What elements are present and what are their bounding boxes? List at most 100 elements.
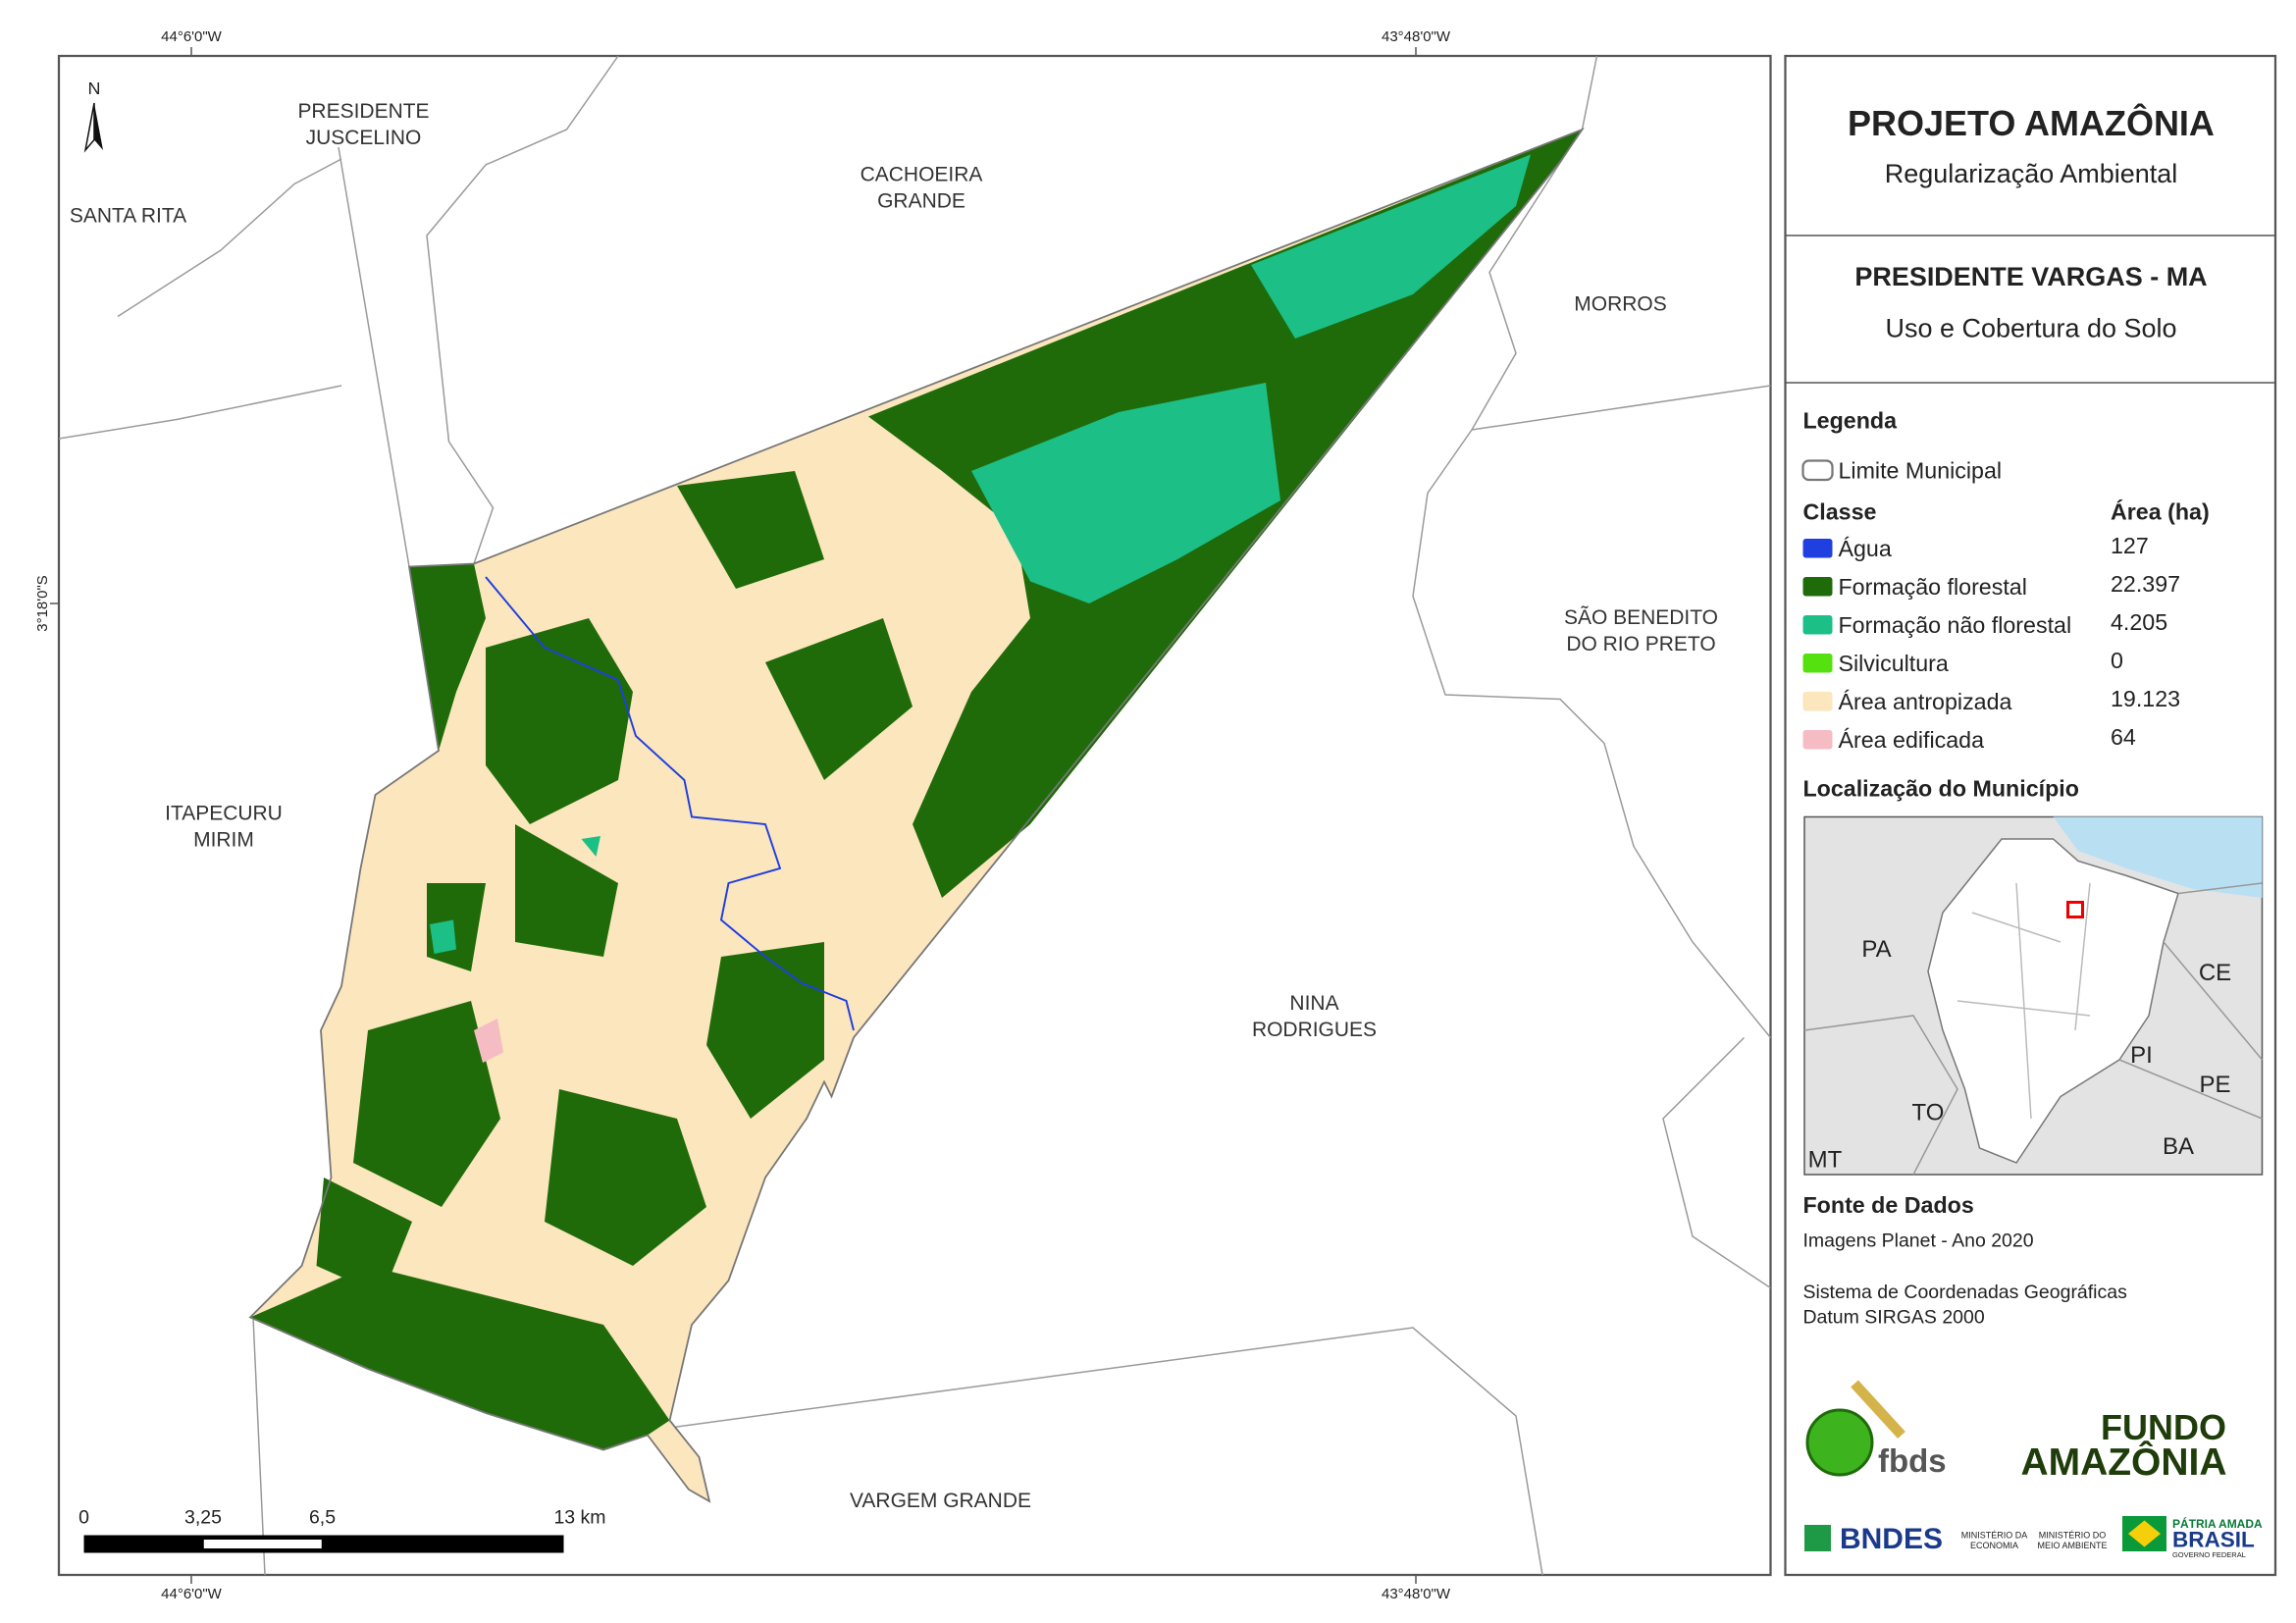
boundary-line <box>252 1317 266 1576</box>
legend-rows: Água 127 Formação florestal 22.397 Formação … <box>1802 533 2180 753</box>
logo-text: fbds <box>1878 1442 1947 1479</box>
formacao-florestal <box>677 470 825 589</box>
north-label: N <box>88 79 101 98</box>
boundary-line <box>117 158 342 318</box>
legend-label: Silvicultura <box>1838 651 1948 676</box>
neighbor-label: MORROS <box>1574 292 1666 315</box>
state-label: TO <box>1912 1099 1945 1126</box>
legend-area: 64 <box>2111 724 2136 750</box>
legend-header: Área (ha) <box>2111 497 2210 524</box>
logo-text: MINISTÉRIO DA <box>1961 1530 2027 1540</box>
source-line: Imagens Planet - Ano 2020 <box>1802 1230 2033 1251</box>
formacao-nao-florestal <box>430 919 457 954</box>
project-title: PROJETO AMAZÔNIA <box>1848 103 2215 143</box>
sources-title: Fonte de Dados <box>1802 1192 1973 1218</box>
legend-header: Classe <box>1802 498 1876 524</box>
boundary-line <box>338 146 410 567</box>
legend-label: Área edificada <box>1838 727 1984 753</box>
neighbor-label: CACHOEIRA <box>861 163 983 185</box>
neighbor-label: JUSCELINO <box>306 127 422 149</box>
scale-label: 3,25 <box>184 1506 222 1528</box>
logo-shape <box>2127 1520 2161 1547</box>
municipal-limit <box>248 128 1585 1503</box>
neighbor-label: SANTA RITA <box>70 204 186 227</box>
state-label: MT <box>1808 1146 1843 1173</box>
neighbor-label: ITAPECURU <box>165 802 283 824</box>
legend-area: 0 <box>2111 648 2123 673</box>
coord-label: 43°48'0"W <box>1382 1586 1451 1602</box>
logo-text: MINISTÉRIO DO <box>2039 1530 2106 1540</box>
state-label: PA <box>1861 936 1891 963</box>
logo-text: BNDES <box>1840 1523 1943 1555</box>
logo-shape <box>1851 1380 1905 1440</box>
logo-text: FUNDO <box>2101 1407 2226 1447</box>
formacao-florestal <box>706 941 825 1119</box>
inset-map: PA CE PI PE TO BA MT <box>1803 815 2264 1176</box>
location-title: Localização do Município <box>1802 775 2078 801</box>
boundary-swatch <box>1801 459 1834 482</box>
coord-label: 44°6'0"W <box>161 28 223 45</box>
map-subtitle: Uso e Cobertura do Solo <box>1885 313 2176 342</box>
boundary-line <box>669 1327 1543 1576</box>
logos: fbds FUNDO AMAZÔNIA BNDES MINISTÉRIO DA … <box>1803 1380 2263 1559</box>
state-label: PE <box>2199 1072 2230 1098</box>
map-area <box>57 54 1772 1577</box>
legend-swatch <box>1802 729 1833 750</box>
scale-label: 6,5 <box>309 1506 336 1528</box>
legend-area: 22.397 <box>2111 571 2180 597</box>
boundary-line <box>1581 55 1598 131</box>
location-marker <box>2065 900 2084 918</box>
formacao-florestal <box>250 1265 670 1450</box>
scale-bar: 0 3,25 6,5 13 km <box>78 1506 606 1553</box>
state-labels: PA CE PI PE TO BA MT <box>1808 936 2231 1173</box>
project-subtitle: Regularização Ambiental <box>1885 159 2178 188</box>
agua <box>485 576 855 1031</box>
map-title: PRESIDENTE VARGAS - MA <box>1854 262 2207 291</box>
state-label: BA <box>2163 1133 2194 1160</box>
legend-swatch <box>1802 538 1833 558</box>
coord-label: 3°18'0"S <box>34 575 51 632</box>
coord-label: 43°48'0"W <box>1382 28 1451 45</box>
logo-text: BRASIL <box>2172 1527 2255 1551</box>
neighbor-boundaries <box>58 55 1772 1576</box>
logo-text: GOVERNO FEDERAL <box>2172 1550 2246 1559</box>
neighbor-label: NINA <box>1289 992 1338 1015</box>
scale-segment <box>203 1539 322 1548</box>
logo-text: ECONOMIA <box>1970 1541 2018 1550</box>
neighbor-label: RODRIGUES <box>1252 1019 1377 1041</box>
legend-area: 127 <box>2111 533 2149 558</box>
legend-swatch <box>1802 653 1833 673</box>
logo-text: MEIO AMBIENTE <box>2038 1541 2108 1550</box>
neighbor-label: DO RIO PRETO <box>1566 633 1715 655</box>
legend-label: Formação florestal <box>1838 574 2026 600</box>
legend-label: Água <box>1838 536 1891 561</box>
ocean <box>2053 816 2263 898</box>
north-arrow <box>94 102 104 150</box>
scale-label: 0 <box>78 1506 89 1528</box>
side-panel: PROJETO AMAZÔNIA Regularização Ambiental… <box>1784 54 2277 1577</box>
neighbor-label: PRESIDENTE <box>297 100 429 123</box>
logo-shape <box>1803 1524 1831 1551</box>
formacao-nao-florestal <box>581 835 601 857</box>
legend-area: 19.123 <box>2111 686 2180 711</box>
scale-segment <box>83 1535 564 1553</box>
legend-label: Área antropizada <box>1838 689 2011 714</box>
neighbor-label: SÃO BENEDITO <box>1564 605 1718 629</box>
scale-label: 13 km <box>553 1506 605 1528</box>
formacao-florestal <box>409 563 487 751</box>
coord-label: 44°6'0"W <box>161 1586 223 1602</box>
formacao-florestal <box>515 823 619 957</box>
formacao-florestal <box>545 1088 707 1266</box>
state-label: PI <box>2130 1042 2153 1069</box>
neighbor-label: VARGEM GRANDE <box>850 1490 1031 1512</box>
area-edificada <box>474 1018 504 1063</box>
boundary-line <box>1662 1036 1771 1289</box>
legend-swatch <box>1802 576 1833 597</box>
legend-area: 4.205 <box>2111 609 2167 635</box>
legend-label: Formação não florestal <box>1838 612 2071 638</box>
panel-frame <box>1784 54 2277 1577</box>
legend-swatch <box>1802 614 1833 635</box>
legend-title: Legenda <box>1802 407 1898 433</box>
municipal-lines <box>1957 882 2091 1120</box>
